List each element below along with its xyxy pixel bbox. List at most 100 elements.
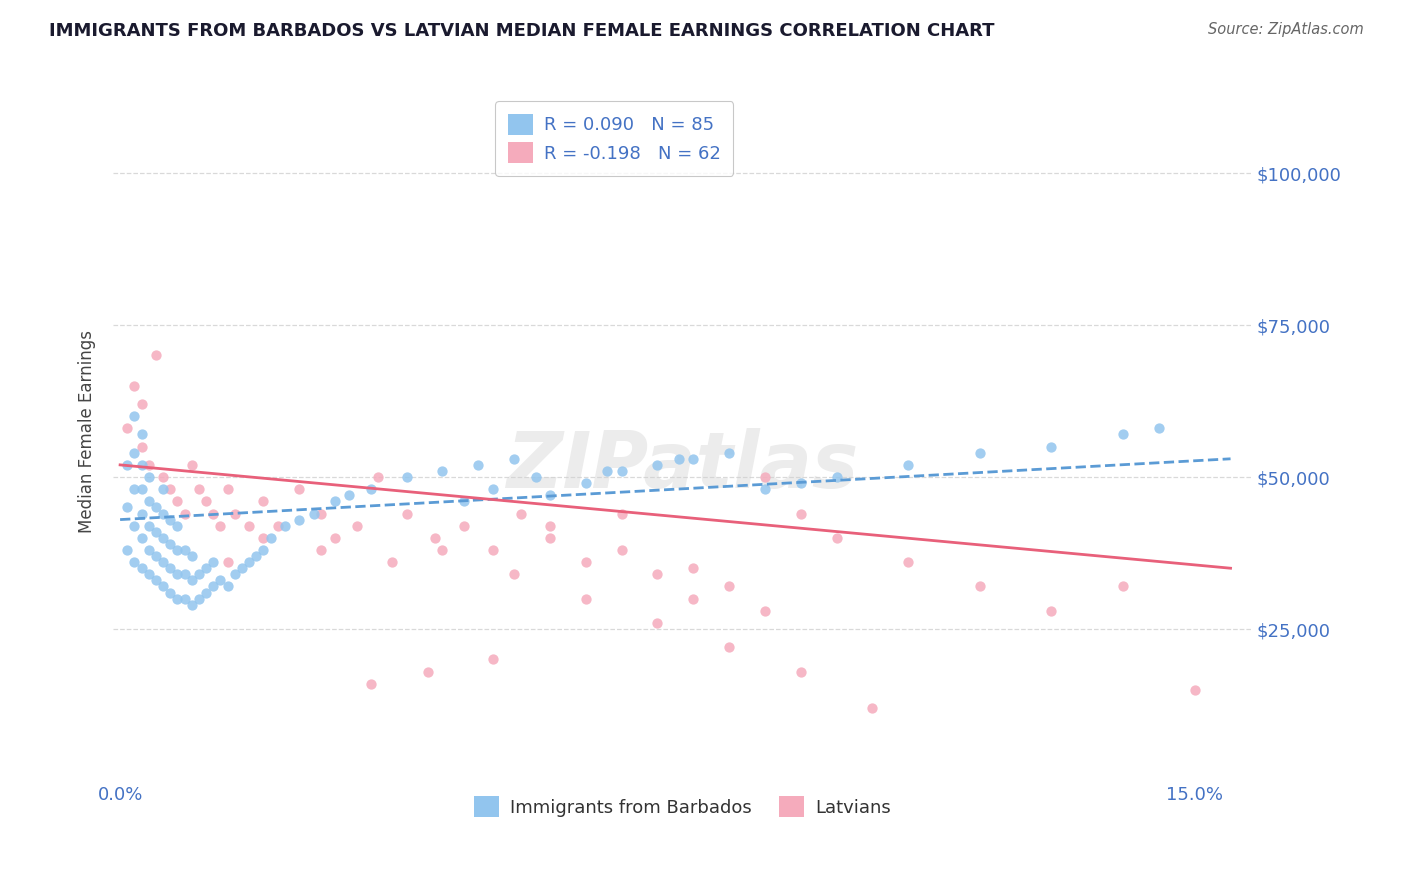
Point — [467, 458, 489, 472]
Point — [789, 665, 811, 679]
Point — [754, 604, 776, 618]
Point — [789, 507, 811, 521]
Point — [360, 677, 382, 691]
Point — [309, 507, 332, 521]
Point — [274, 518, 297, 533]
Point — [252, 543, 274, 558]
Point — [180, 549, 202, 563]
Point — [145, 500, 167, 515]
Point — [395, 507, 418, 521]
Point — [124, 409, 146, 424]
Point — [117, 458, 139, 472]
Point — [754, 482, 776, 496]
Point — [718, 446, 741, 460]
Point — [131, 531, 153, 545]
Point — [117, 500, 139, 515]
Point — [610, 507, 633, 521]
Point — [481, 543, 503, 558]
Point — [209, 574, 232, 588]
Point — [453, 494, 475, 508]
Point — [575, 591, 598, 606]
Point — [117, 421, 139, 435]
Point — [481, 482, 503, 496]
Point — [145, 348, 167, 362]
Point — [425, 531, 447, 545]
Point — [166, 518, 188, 533]
Point — [503, 567, 526, 582]
Point — [346, 518, 368, 533]
Point — [159, 537, 181, 551]
Point — [131, 397, 153, 411]
Point — [173, 543, 195, 558]
Point — [323, 531, 346, 545]
Point — [381, 555, 404, 569]
Point — [432, 464, 454, 478]
Point — [575, 476, 598, 491]
Legend: Immigrants from Barbados, Latvians: Immigrants from Barbados, Latvians — [467, 789, 898, 824]
Point — [217, 579, 239, 593]
Text: IMMIGRANTS FROM BARBADOS VS LATVIAN MEDIAN FEMALE EARNINGS CORRELATION CHART: IMMIGRANTS FROM BARBADOS VS LATVIAN MEDI… — [49, 22, 994, 40]
Point — [524, 470, 547, 484]
Point — [187, 567, 209, 582]
Point — [138, 470, 160, 484]
Point — [145, 549, 167, 563]
Point — [124, 518, 146, 533]
Point — [682, 591, 704, 606]
Point — [1040, 440, 1063, 454]
Point — [969, 446, 991, 460]
Point — [224, 567, 246, 582]
Point — [718, 579, 741, 593]
Y-axis label: Median Female Earnings: Median Female Earnings — [79, 330, 96, 533]
Point — [503, 451, 526, 466]
Point — [187, 482, 209, 496]
Point — [152, 482, 174, 496]
Point — [166, 543, 188, 558]
Point — [131, 427, 153, 442]
Point — [195, 494, 218, 508]
Point — [202, 507, 225, 521]
Point — [173, 507, 195, 521]
Point — [217, 482, 239, 496]
Point — [538, 518, 561, 533]
Point — [267, 518, 290, 533]
Point — [138, 543, 160, 558]
Point — [682, 561, 704, 575]
Point — [166, 591, 188, 606]
Point — [195, 585, 218, 599]
Point — [1112, 579, 1135, 593]
Point — [124, 555, 146, 569]
Point — [138, 458, 160, 472]
Point — [138, 518, 160, 533]
Point — [453, 518, 475, 533]
Point — [610, 464, 633, 478]
Point — [195, 561, 218, 575]
Point — [1184, 682, 1206, 697]
Point — [418, 665, 440, 679]
Point — [481, 652, 503, 666]
Point — [124, 446, 146, 460]
Point — [718, 640, 741, 655]
Point — [252, 494, 274, 508]
Point — [252, 531, 274, 545]
Point — [510, 507, 533, 521]
Point — [367, 470, 389, 484]
Point — [159, 561, 181, 575]
Point — [145, 524, 167, 539]
Point — [259, 531, 281, 545]
Point — [180, 458, 202, 472]
Point — [138, 494, 160, 508]
Point — [131, 458, 153, 472]
Point — [754, 470, 776, 484]
Point — [209, 518, 232, 533]
Point — [152, 555, 174, 569]
Point — [245, 549, 267, 563]
Point — [166, 567, 188, 582]
Point — [1147, 421, 1170, 435]
Point — [1112, 427, 1135, 442]
Point — [124, 379, 146, 393]
Point — [238, 555, 260, 569]
Point — [360, 482, 382, 496]
Point — [647, 615, 669, 630]
Point — [152, 507, 174, 521]
Point — [180, 574, 202, 588]
